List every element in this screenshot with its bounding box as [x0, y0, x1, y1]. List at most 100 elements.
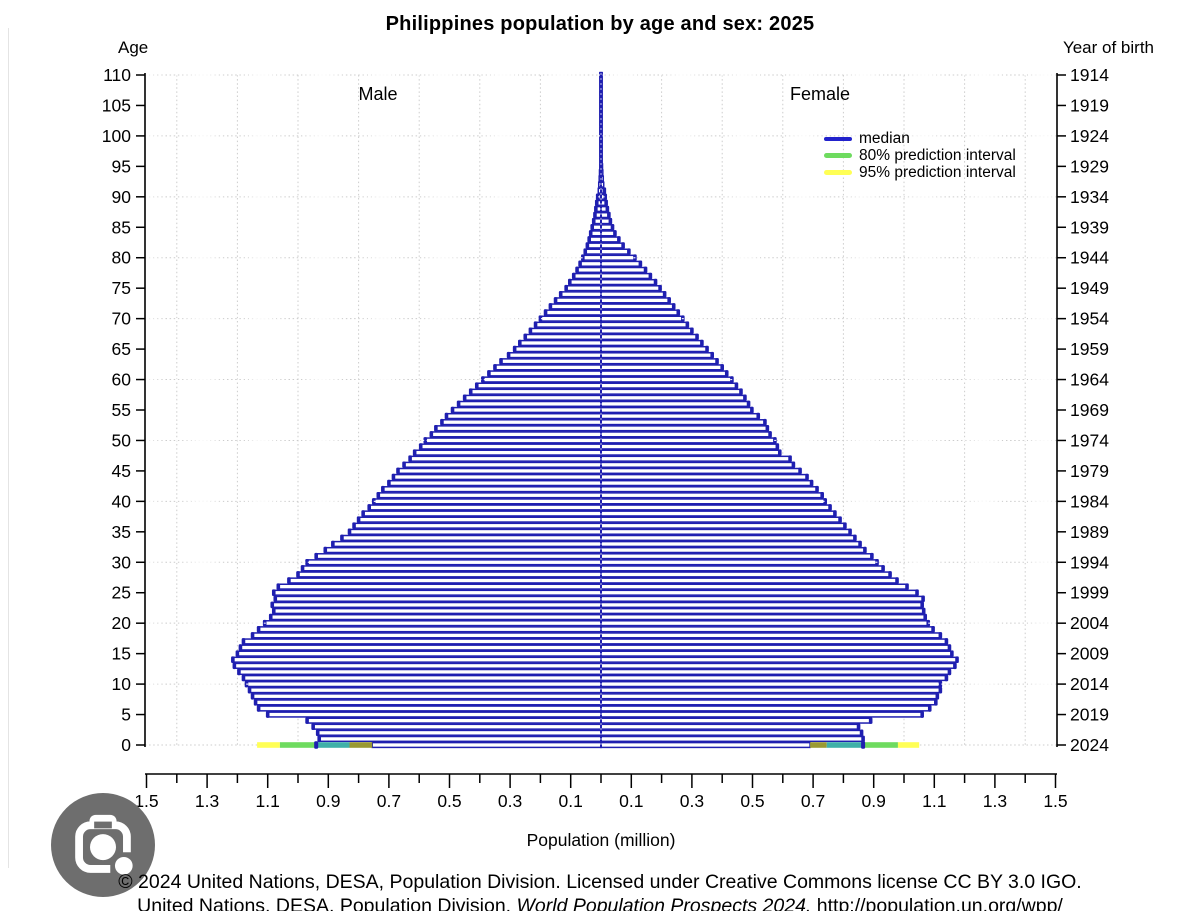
population-tick-label: 0.5 [740, 791, 764, 811]
bar-end-cap [578, 260, 582, 268]
bar-end-cap [815, 485, 819, 493]
year-tick-label: 1924 [1070, 126, 1109, 146]
bar-male [341, 534, 602, 542]
bar-male [586, 242, 602, 249]
bar-female [600, 248, 630, 255]
year-tick-label: 1944 [1070, 248, 1109, 268]
bar-end-cap [809, 479, 814, 487]
age-tick-label: 55 [112, 400, 131, 420]
bar-end-cap [250, 692, 255, 700]
year-tick-label: 2024 [1070, 735, 1109, 755]
bar-end-cap [658, 284, 662, 292]
bar-male [554, 297, 602, 304]
bar-end-cap [935, 692, 940, 700]
bar-end-cap [791, 461, 796, 469]
bar-end-cap [356, 516, 361, 523]
bar-female [600, 729, 863, 736]
bar-male [430, 431, 602, 438]
bar-female [600, 607, 925, 615]
age-tick-label: 80 [112, 248, 132, 268]
bar-female [600, 601, 923, 609]
year-tick-label: 2004 [1070, 613, 1109, 633]
bar-end-cap [317, 735, 322, 743]
population-tick-label: 0.9 [316, 791, 340, 811]
bar-end-cap [564, 284, 568, 292]
bar-end-cap [671, 303, 676, 310]
year-tick-label: 1984 [1070, 491, 1109, 511]
bar-end-cap [863, 546, 867, 554]
population-tick-label: 1.3 [195, 791, 219, 811]
year-tick-label: 1949 [1070, 278, 1109, 298]
bar-end-cap [938, 632, 943, 639]
bar-end-cap [241, 638, 246, 645]
bar-female [600, 309, 680, 316]
bar-end-cap [575, 266, 579, 274]
bar-end-cap [300, 565, 305, 572]
bar-female [600, 717, 872, 724]
bar-female [600, 394, 746, 401]
bar-male [572, 272, 602, 280]
bar-male [277, 583, 602, 590]
bar-female [600, 260, 642, 267]
bar-end-cap [662, 290, 667, 298]
bar-male [488, 370, 602, 377]
bar-end-cap [756, 412, 761, 420]
bar-end-cap [371, 498, 376, 505]
legend-item-80pi: 80% prediction interval [824, 147, 1016, 164]
bar-end-cap [853, 534, 857, 542]
bar-end-cap [607, 211, 611, 219]
bar-end-cap [868, 717, 873, 724]
bar-end-cap [613, 230, 617, 237]
bar-female [600, 644, 951, 651]
bar-end-cap [743, 394, 747, 402]
bar-male [232, 656, 602, 663]
bar-male [524, 333, 602, 341]
male-panel-label: Male [358, 84, 398, 104]
camera-search-button[interactable] [51, 793, 155, 897]
bar-female [600, 370, 728, 377]
bar-female [600, 278, 657, 286]
bar-male [463, 394, 602, 401]
bar-female [600, 565, 884, 572]
bar-end-cap [724, 370, 729, 377]
bar-female [600, 358, 718, 365]
bar-end-cap [938, 686, 943, 694]
bar-end-cap [408, 455, 412, 463]
bar-female [600, 577, 898, 584]
bar-end-cap [833, 510, 837, 517]
bar-male [357, 516, 602, 523]
age-tick-label: 105 [102, 95, 131, 115]
bar-end-cap [950, 650, 954, 657]
population-tick-label: 1.1 [922, 791, 946, 811]
bar-end-cap [523, 333, 528, 341]
bar-end-cap [643, 266, 648, 274]
bar-end-cap [590, 223, 595, 231]
median-tick-male [314, 741, 319, 749]
age-tick-label: 65 [112, 339, 131, 359]
bar-end-cap [481, 376, 485, 383]
citation-source-title: World Population Prospects 2024. [516, 895, 812, 911]
bar-female [600, 236, 620, 243]
bar-male [403, 461, 602, 468]
pi80-over-median-male [316, 742, 350, 748]
bar-female [600, 553, 873, 560]
bar-end-cap [931, 625, 935, 633]
bar-end-cap [947, 644, 952, 651]
bar-end-cap [667, 297, 671, 304]
bar-end-cap [462, 394, 467, 402]
year-tick-label: 2009 [1070, 644, 1109, 664]
bar-end-cap [558, 290, 563, 298]
bar-end-cap [305, 717, 309, 724]
bar-end-cap [920, 711, 924, 718]
year-tick-label: 1959 [1070, 339, 1109, 359]
bar-female [600, 382, 738, 389]
bar-male [382, 486, 602, 493]
bar-end-cap [331, 540, 335, 548]
bar-end-cap [591, 217, 596, 225]
legend: median 80% prediction interval 95% predi… [824, 130, 1016, 181]
bar-end-cap [315, 729, 320, 737]
bar-end-cap [474, 382, 479, 389]
bar-male [257, 705, 602, 712]
bar-end-cap [739, 388, 743, 396]
bar-male [413, 449, 602, 456]
